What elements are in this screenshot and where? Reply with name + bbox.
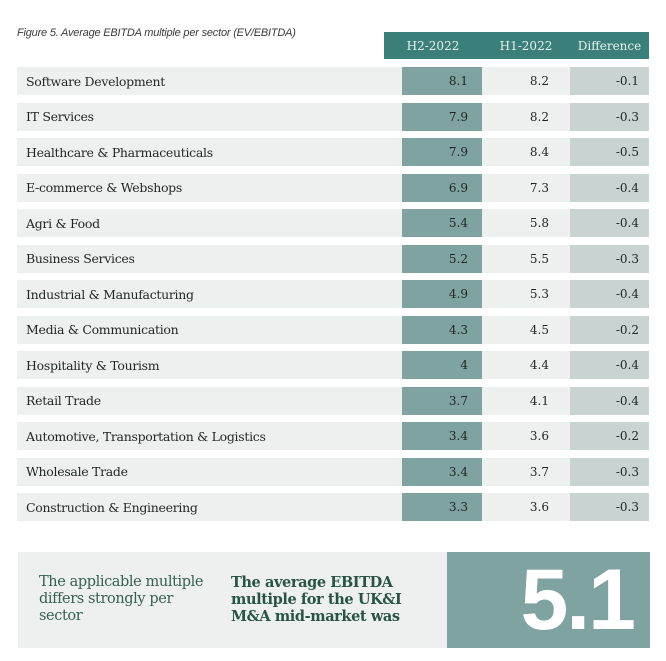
h1-2022-cell: 3.7 xyxy=(529,464,549,479)
sector-cell: Business Services xyxy=(26,251,135,266)
sector-cell: Agri & Food xyxy=(26,215,100,231)
sector-cell: Construction & Engineering xyxy=(26,499,198,515)
sector-cell: Automotive, Transportation & Logistics xyxy=(26,428,266,444)
h2-2022-cell: 4.3 xyxy=(402,315,482,344)
table-row: Media & Communication 4.3 4.5 -0.2 xyxy=(17,315,649,344)
column-header-difference: Difference xyxy=(577,38,642,53)
sector-cell: Wholesale Trade xyxy=(26,464,128,479)
h1-2022-cell: 8.2 xyxy=(529,109,549,124)
table-row: Software Development 8.1 8.2 -0.1 xyxy=(17,67,649,95)
h1-2022-cell: 5.5 xyxy=(529,251,549,266)
table-row: Business Services 5.2 5.5 -0.3 xyxy=(17,244,649,273)
h2-2022-cell: 3.3 xyxy=(402,493,482,521)
h2-2022-cell: 4 xyxy=(402,351,482,379)
h1-2022-cell: 3.6 xyxy=(529,429,549,443)
h2-2022-cell: 8.1 xyxy=(402,67,482,95)
h1-2022-cell: 4.5 xyxy=(529,322,549,337)
h2-2022-cell: 4.9 xyxy=(402,280,482,308)
h2-2022-cell: 5.4 xyxy=(402,209,482,237)
sector-cell: Software Development xyxy=(26,73,165,89)
table-row: Agri & Food 5.4 5.8 -0.4 xyxy=(17,209,649,237)
sector-cell: Retail Trade xyxy=(26,393,101,408)
summary-note: The applicable multiple differs strongly… xyxy=(39,574,204,624)
h1-2022-cell: 4.1 xyxy=(529,393,549,408)
difference-cell: -0.3 xyxy=(570,493,649,521)
difference-cell: -0.3 xyxy=(570,244,649,273)
h1-2022-cell: 7.3 xyxy=(529,180,549,195)
h2-2022-cell: 6.9 xyxy=(402,173,482,202)
h1-2022-cell: 5.8 xyxy=(529,216,549,230)
h2-2022-cell: 3.4 xyxy=(402,422,482,450)
table-row: Wholesale Trade 3.4 3.7 -0.3 xyxy=(17,457,649,486)
difference-cell: -0.2 xyxy=(570,315,649,344)
figure-caption: Figure 5. Average EBITDA multiple per se… xyxy=(17,27,296,39)
difference-cell: -0.3 xyxy=(570,102,649,131)
difference-cell: -0.3 xyxy=(570,457,649,486)
summary-panel: The applicable multiple differs strongly… xyxy=(18,552,650,648)
h1-2022-cell: 8.2 xyxy=(529,74,549,88)
sector-cell: Healthcare & Pharmaceuticals xyxy=(26,144,213,160)
h1-2022-cell: 4.4 xyxy=(529,358,549,372)
table-row: Automotive, Transportation & Logistics 3.… xyxy=(17,422,649,450)
column-header-h2-2022: H2-2022 xyxy=(406,38,460,53)
table-row: Construction & Engineering 3.3 3.6 -0.3 xyxy=(17,493,649,521)
table-row: Retail Trade 3.7 4.1 -0.4 xyxy=(17,386,649,415)
summary-statement: The average EBITDA multiple for the UK&I… xyxy=(231,574,402,625)
difference-cell: -0.5 xyxy=(570,138,649,166)
table-row: Industrial & Manufacturing 4.9 5.3 -0.4 xyxy=(17,280,649,308)
sector-cell: Industrial & Manufacturing xyxy=(26,286,194,302)
h2-2022-cell: 3.7 xyxy=(402,386,482,415)
table-header: H2-2022 H1-2022 Difference xyxy=(384,32,649,59)
table-row: Hospitality & Tourism 4 4.4 -0.4 xyxy=(17,351,649,379)
sector-cell: Hospitality & Tourism xyxy=(26,357,160,373)
sector-cell: IT Services xyxy=(26,109,94,124)
difference-cell: -0.4 xyxy=(570,173,649,202)
difference-cell: -0.4 xyxy=(570,386,649,415)
column-header-h1-2022: H1-2022 xyxy=(499,38,553,53)
difference-cell: -0.4 xyxy=(570,351,649,379)
summary-value-box: 5.1 xyxy=(447,552,650,648)
h2-2022-cell: 7.9 xyxy=(402,138,482,166)
h1-2022-cell: 8.4 xyxy=(529,145,549,159)
table-row: E-commerce & Webshops 6.9 7.3 -0.4 xyxy=(17,173,649,202)
h1-2022-cell: 5.3 xyxy=(529,287,549,301)
difference-cell: -0.4 xyxy=(570,209,649,237)
difference-cell: -0.4 xyxy=(570,280,649,308)
sector-cell: Media & Communication xyxy=(26,322,179,337)
h2-2022-cell: 7.9 xyxy=(402,102,482,131)
h2-2022-cell: 5.2 xyxy=(402,244,482,273)
difference-cell: -0.2 xyxy=(570,422,649,450)
h2-2022-cell: 3.4 xyxy=(402,457,482,486)
difference-cell: -0.1 xyxy=(570,67,649,95)
table-row: Healthcare & Pharmaceuticals 7.9 8.4 -0.5 xyxy=(17,138,649,166)
table-row: IT Services 7.9 8.2 -0.3 xyxy=(17,102,649,131)
h1-2022-cell: 3.6 xyxy=(529,500,549,514)
sector-cell: E-commerce & Webshops xyxy=(26,180,182,195)
summary-value: 5.1 xyxy=(520,552,636,648)
